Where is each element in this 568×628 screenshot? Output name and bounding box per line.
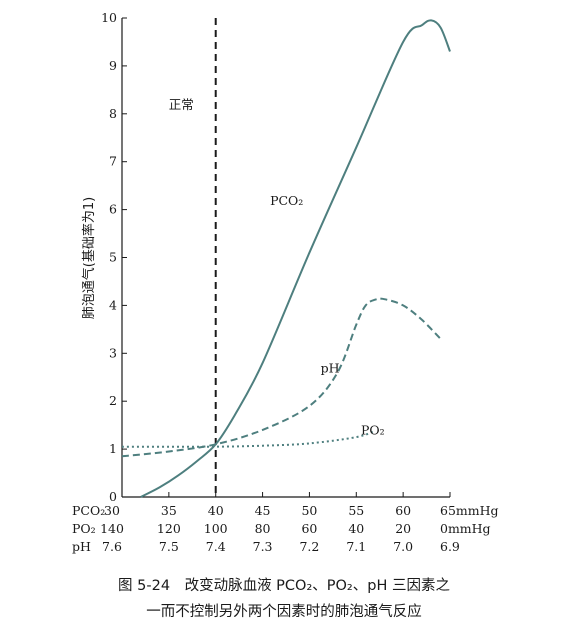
y-tick-label: 1 bbox=[109, 441, 117, 456]
x-tick-label: 7.0 bbox=[393, 539, 413, 554]
y-axis-label: 肺泡通气(基础率为1) bbox=[81, 197, 97, 319]
y-tick-label: 8 bbox=[109, 106, 117, 121]
normal-label: 正常 bbox=[169, 97, 194, 112]
x-tick-label: 7.4 bbox=[206, 539, 226, 554]
series-label-0: PCO₂ bbox=[270, 193, 303, 208]
series-line-1 bbox=[121, 297, 442, 458]
y-axis: 0 1 2 3 4 5 6 7 8 9 10 bbox=[101, 10, 127, 504]
x-tick-label: 6.9 bbox=[440, 539, 460, 554]
x-tick-label: 35 bbox=[161, 503, 177, 518]
x-tick-label: 55 bbox=[348, 503, 364, 518]
y-tick-label: 7 bbox=[109, 154, 117, 169]
series-line-2 bbox=[121, 429, 376, 448]
x-tick-label: 7.2 bbox=[299, 539, 319, 554]
x-tick-label: 45 bbox=[255, 503, 271, 518]
x-tick-label: 7.5 bbox=[159, 539, 179, 554]
x-row-label: pH bbox=[72, 539, 91, 554]
reference-line: 正常 bbox=[169, 18, 217, 497]
x-tick-label: 120 bbox=[157, 521, 181, 536]
series-group: PCO₂ pH PO₂ bbox=[121, 19, 451, 498]
x-tick-label: 20 bbox=[395, 521, 411, 536]
x-row-label: PCO₂ bbox=[72, 503, 105, 518]
x-tick-label: 7.1 bbox=[346, 539, 366, 554]
y-tick-label: 10 bbox=[101, 10, 117, 25]
x-tick-label: 40 bbox=[208, 503, 224, 518]
y-tick-label: 9 bbox=[109, 58, 117, 73]
x-tick-label: 60 bbox=[301, 521, 317, 536]
x-tick-label: 0mmHg bbox=[440, 521, 491, 536]
x-tick-label: 140 bbox=[100, 521, 124, 536]
x-row-label: PO₂ bbox=[72, 521, 96, 536]
series-label-2: PO₂ bbox=[361, 423, 385, 438]
x-tick-label: 7.6 bbox=[102, 539, 122, 554]
y-tick-label: 4 bbox=[109, 297, 117, 312]
x-tick-label: 100 bbox=[204, 521, 228, 536]
series-label-1: pH bbox=[321, 360, 340, 375]
caption-line-1: 图 5-24 改变动脉血液 PCO₂、PO₂、pH 三因素之 bbox=[118, 578, 450, 594]
x-tick-label: 65mmHg bbox=[440, 503, 499, 518]
y-tick-label: 6 bbox=[109, 202, 117, 217]
y-tick-label: 5 bbox=[109, 250, 117, 265]
x-tick-label: 30 bbox=[104, 503, 120, 518]
caption-line-2: 一而不控制另外两个因素时的肺泡通气反应 bbox=[146, 604, 422, 620]
x-axis bbox=[121, 492, 451, 498]
x-tick-label: 7.3 bbox=[253, 539, 273, 554]
y-tick-label: 0 bbox=[109, 489, 117, 504]
y-tick-label: 3 bbox=[109, 345, 117, 360]
y-tick-label: 2 bbox=[109, 393, 117, 408]
series-line-0 bbox=[140, 19, 451, 498]
x-tick-label: 40 bbox=[348, 521, 364, 536]
x-tick-label: 80 bbox=[255, 521, 271, 536]
x-tick-label: 60 bbox=[395, 503, 411, 518]
x-tick-label: 50 bbox=[301, 503, 317, 518]
